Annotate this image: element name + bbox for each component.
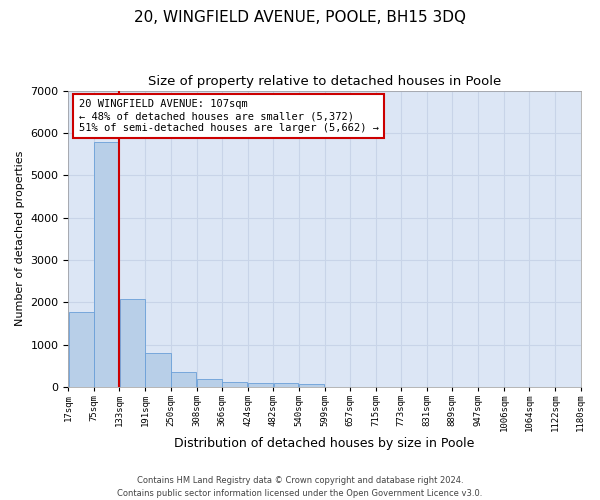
Bar [299, 384, 324, 387]
Y-axis label: Number of detached properties: Number of detached properties [15, 151, 25, 326]
Bar [223, 382, 247, 387]
Bar [274, 383, 298, 387]
Text: 20, WINGFIELD AVENUE, POOLE, BH15 3DQ: 20, WINGFIELD AVENUE, POOLE, BH15 3DQ [134, 10, 466, 25]
Title: Size of property relative to detached houses in Poole: Size of property relative to detached ho… [148, 75, 501, 88]
Bar [120, 299, 145, 387]
Text: Contains HM Land Registry data © Crown copyright and database right 2024.
Contai: Contains HM Land Registry data © Crown c… [118, 476, 482, 498]
Bar [69, 312, 94, 387]
X-axis label: Distribution of detached houses by size in Poole: Distribution of detached houses by size … [174, 437, 475, 450]
Bar [197, 379, 221, 387]
Bar [145, 353, 170, 387]
Bar [248, 382, 273, 387]
Text: 20 WINGFIELD AVENUE: 107sqm
← 48% of detached houses are smaller (5,372)
51% of : 20 WINGFIELD AVENUE: 107sqm ← 48% of det… [79, 100, 379, 132]
Bar [94, 142, 119, 387]
Bar [172, 372, 196, 387]
